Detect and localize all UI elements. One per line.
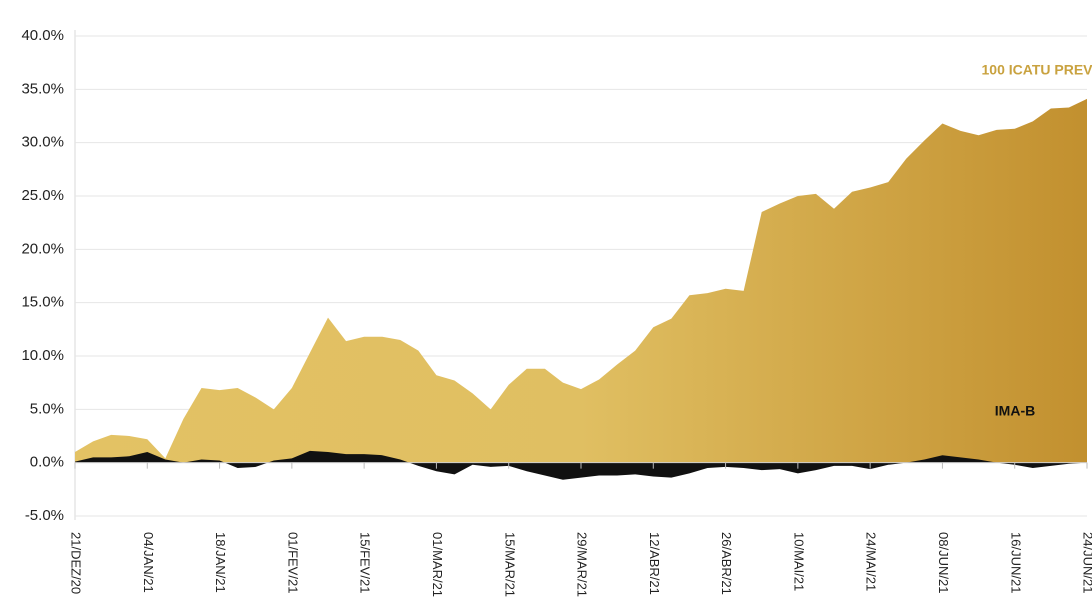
x-tick-label: 08/JUN/21 [936,532,951,593]
y-tick-label: 10.0% [21,347,64,364]
series-label: 100 ICATU PREV [982,62,1092,78]
x-tick-label: 01/FEV/21 [285,532,300,593]
x-tick-label: 15/FEV/21 [358,532,373,593]
y-tick-label: -5.0% [25,507,64,524]
x-tick-label: 16/JUN/21 [1008,532,1023,593]
x-tick-label: 26/ABR/21 [719,532,734,595]
x-tick-label: 12/ABR/21 [647,532,662,595]
y-tick-label: 15.0% [21,294,64,311]
x-tick-label: 24/MAI/21 [864,532,879,591]
x-tick-label: 18/JAN/21 [213,532,228,593]
y-tick-label: 20.0% [21,240,64,257]
y-tick-label: 35.0% [21,80,64,97]
x-tick-label: 01/MAR/21 [430,532,445,597]
y-tick-label: 40.0% [21,27,64,44]
x-tick-label: 24/JUN/21 [1081,532,1092,593]
x-tick-label: 29/MAR/21 [575,532,590,597]
x-tick-label: 21/DEZ/20 [69,532,84,594]
x-tick-label: 15/MAR/21 [502,532,517,597]
y-tick-label: 0.0% [30,454,64,471]
y-tick-label: 30.0% [21,134,64,151]
area [75,98,1087,463]
y-tick-label: 5.0% [30,400,64,417]
x-tick-label: 04/JAN/21 [141,532,156,593]
series-label: IMA-B [995,403,1035,419]
y-tick-label: 25.0% [21,187,64,204]
x-tick-label: 10/MAI/21 [791,532,806,591]
